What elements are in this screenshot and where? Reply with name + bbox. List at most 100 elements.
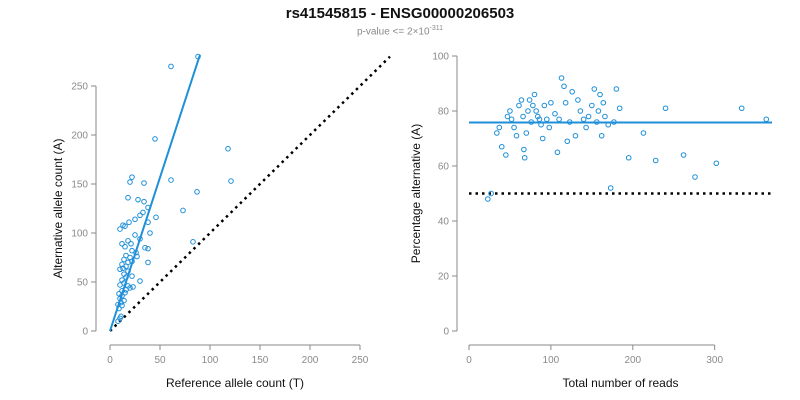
right-data-point xyxy=(533,108,539,114)
left-data-point xyxy=(137,212,143,219)
right-data-point xyxy=(580,116,587,123)
right-data-point xyxy=(507,108,513,114)
left-data-point xyxy=(119,302,125,309)
right-data-point xyxy=(494,130,500,136)
right-data-point xyxy=(554,149,561,156)
left-y-tick-label: 150 xyxy=(71,180,88,191)
left-x-tick-label: 50 xyxy=(154,355,166,366)
left-data-point xyxy=(125,268,131,275)
left-data-point xyxy=(125,194,131,201)
right-data-point xyxy=(713,160,720,167)
left-data-point xyxy=(152,136,158,142)
left-data-point xyxy=(122,223,128,229)
left-y-tick-label: 100 xyxy=(71,229,88,240)
right-y-tick-label: 20 xyxy=(438,272,450,283)
right-data-point xyxy=(569,88,575,95)
right-y-tick-label: 40 xyxy=(438,217,450,228)
right-data-point xyxy=(552,110,558,117)
right-data-point xyxy=(539,135,546,142)
right-data-point xyxy=(548,99,554,106)
left-data-point xyxy=(122,243,128,250)
left-data-point xyxy=(134,253,140,260)
left-data-point xyxy=(228,178,234,184)
right-y-tick-label: 100 xyxy=(432,52,449,63)
left-data-point xyxy=(195,53,201,60)
left-data-point xyxy=(141,198,147,205)
right-data-point xyxy=(591,86,598,92)
left-data-point xyxy=(153,214,159,221)
left-y-tick-label: 0 xyxy=(82,327,88,338)
left-data-point xyxy=(120,265,126,272)
left-data-point xyxy=(180,207,186,214)
right-data-point xyxy=(589,102,595,109)
left-x-axis-title: Reference allele count (T) xyxy=(166,376,304,390)
right-data-point xyxy=(541,102,548,109)
left-data-point xyxy=(140,209,146,216)
right-data-point xyxy=(488,190,494,197)
left-data-point xyxy=(132,232,138,238)
left-y-tick-label: 50 xyxy=(77,278,89,289)
left-data-point xyxy=(117,282,123,288)
left-x-tick-label: 100 xyxy=(202,355,219,366)
right-data-point xyxy=(763,116,770,123)
left-data-point xyxy=(128,240,134,247)
right-data-point xyxy=(511,124,517,131)
left-data-point xyxy=(168,63,174,70)
left-data-point xyxy=(137,236,143,242)
left-y-axis-title: Alternative allele count (A) xyxy=(51,138,65,278)
right-data-point xyxy=(516,102,522,109)
chart-subtitle: p-value <= 2×10-311 xyxy=(0,25,800,37)
left-data-point xyxy=(225,145,231,152)
left-data-point xyxy=(121,256,127,263)
right-data-point xyxy=(600,99,607,106)
right-data-point xyxy=(561,83,567,90)
left-data-point xyxy=(119,240,125,247)
right-data-point xyxy=(485,196,491,202)
right-data-point xyxy=(562,99,569,106)
right-data-point xyxy=(616,105,623,112)
left-x-tick-label: 0 xyxy=(107,355,113,366)
right-data-point xyxy=(543,116,550,123)
left-data-point xyxy=(130,284,136,290)
right-data-point xyxy=(583,124,589,131)
right-data-point xyxy=(585,113,592,120)
right-data-point xyxy=(692,174,698,180)
left-data-point xyxy=(129,273,135,279)
subtitle-exponent: -311 xyxy=(429,25,444,32)
right-data-point xyxy=(530,102,536,109)
left-data-point xyxy=(126,219,132,226)
right-data-point xyxy=(595,108,602,114)
right-data-point xyxy=(528,119,535,125)
right-y-tick-label: 60 xyxy=(438,162,450,173)
right-data-point xyxy=(662,105,669,112)
left-data-point xyxy=(147,230,153,236)
subtitle-text: p-value <= 2×10 xyxy=(356,26,430,38)
left-data-point xyxy=(145,245,151,252)
right-data-point xyxy=(607,185,614,191)
right-data-point xyxy=(602,113,608,120)
right-data-point xyxy=(738,105,745,112)
right-x-tick-label: 300 xyxy=(706,355,723,366)
right-x-tick-label: 0 xyxy=(466,355,472,366)
left-y-tick-label: 200 xyxy=(71,131,88,142)
right-x-tick-label: 100 xyxy=(543,355,560,366)
right-data-point xyxy=(523,130,530,136)
right-data-point xyxy=(652,157,659,164)
left-data-point xyxy=(127,179,133,185)
left-data-point xyxy=(142,244,148,251)
right-y-axis-title: Percentage alternative (A) xyxy=(409,124,423,263)
left-reference-line xyxy=(109,55,391,332)
left-x-tick-label: 250 xyxy=(352,355,369,366)
right-data-point xyxy=(625,154,632,161)
left-x-tick-label: 200 xyxy=(302,355,319,366)
left-data-point xyxy=(137,278,143,284)
right-data-point xyxy=(526,97,533,103)
right-data-point xyxy=(498,143,505,150)
left-scatter-plot: 0 50 100 150 200 250 0 50 100 150 200 250 Reference … xyxy=(51,53,391,390)
right-data-point xyxy=(611,119,617,125)
left-data-point xyxy=(145,259,151,266)
right-data-point xyxy=(546,124,553,131)
left-data-point xyxy=(116,305,122,312)
